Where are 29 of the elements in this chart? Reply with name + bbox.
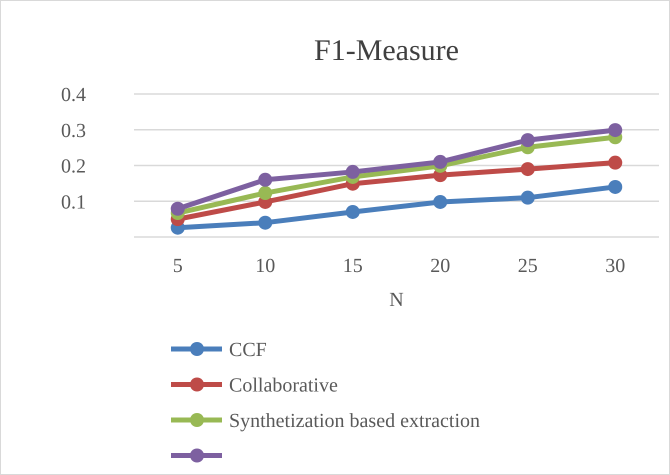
point [346,204,360,219]
point [520,133,535,148]
x-axis-title: N [389,289,404,311]
legend-label: CCF [229,339,267,361]
y-tick-label: 0.3 [61,120,86,142]
point [258,172,272,187]
x-tick-label: 25 [518,255,538,277]
x-tick-label: 5 [172,255,183,277]
point [258,186,272,200]
point [520,190,535,205]
point [170,202,185,216]
chart-title: F1-Measure [314,34,459,67]
point [608,123,622,138]
point [608,156,622,170]
x-tick-label: 20 [430,255,450,277]
point [258,216,272,230]
legend-label: Synthetization based extraction [229,410,480,432]
y-tick-label: 0.4 [61,84,86,106]
x-tick-label: 30 [605,255,626,277]
point [608,180,622,194]
y-tick-label: 0.2 [61,156,86,178]
y-tick-label: 0.1 [61,191,86,214]
point [433,154,448,169]
point [433,194,448,209]
x-tick-label: 15 [342,255,363,277]
point [520,162,535,176]
legend-label: Collaborative [229,374,338,396]
x-tick-label: 10 [255,255,276,277]
point [346,164,360,179]
